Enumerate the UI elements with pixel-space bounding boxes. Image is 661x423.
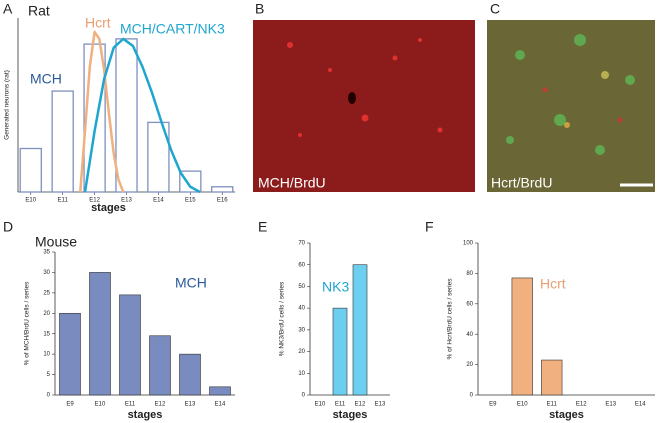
bar bbox=[541, 359, 563, 396]
y-axis-label: % of Hcrt/BrdU cells / series bbox=[447, 278, 454, 360]
y-tick-label: 30 bbox=[43, 270, 50, 276]
y-tick-label: 0 bbox=[47, 393, 51, 399]
bar bbox=[332, 307, 348, 396]
curve bbox=[78, 30, 125, 193]
x-axis-label: stages bbox=[549, 409, 584, 421]
y-tick-label: 60 bbox=[466, 301, 473, 307]
x-tick-label: E14 bbox=[215, 402, 226, 408]
panel-letter: F bbox=[425, 219, 434, 235]
panel-letter: E bbox=[258, 219, 267, 235]
series-label: MCH bbox=[175, 275, 207, 291]
x-tick-label: E11 bbox=[125, 402, 136, 408]
x-tick-label: E10 bbox=[315, 402, 326, 408]
micrograph-b bbox=[253, 20, 475, 192]
y-tick-label: 60 bbox=[298, 262, 305, 268]
x-tick-label: E11 bbox=[58, 198, 69, 204]
bar bbox=[179, 170, 202, 193]
vessel bbox=[348, 92, 356, 104]
y-tick-label: 25 bbox=[43, 290, 50, 296]
y-tick-label: 5 bbox=[47, 372, 51, 378]
y-axis-label: % of MCH/BrdU cells / series bbox=[24, 281, 31, 366]
x-axis-label: stages bbox=[128, 409, 163, 421]
image-caption: Hcrt/BrdU bbox=[491, 175, 552, 191]
y-axis-label: % NK3/BrdU cells / series bbox=[279, 281, 286, 356]
x-tick-label: E10 bbox=[517, 402, 528, 408]
chart-title: Rat bbox=[28, 3, 50, 19]
bar bbox=[179, 353, 201, 396]
x-tick-label: E10 bbox=[95, 402, 106, 408]
y-tick-label: 40 bbox=[466, 332, 473, 338]
x-axis-label: stages bbox=[333, 409, 368, 421]
bar bbox=[59, 312, 81, 396]
panel-letter: C bbox=[490, 1, 500, 17]
x-tick-label: E15 bbox=[185, 198, 196, 204]
y-tick-label: 0 bbox=[470, 393, 474, 399]
series-label: Hcrt bbox=[540, 276, 566, 292]
x-tick-label: E9 bbox=[66, 402, 74, 408]
panel-letter: B bbox=[255, 1, 264, 17]
bar bbox=[209, 386, 231, 396]
image-caption: MCH/BrdU bbox=[258, 175, 326, 191]
y-tick-label: 20 bbox=[466, 362, 473, 368]
bar bbox=[119, 294, 141, 396]
x-tick-label: E12 bbox=[89, 198, 100, 204]
y-tick-label: 70 bbox=[298, 241, 305, 247]
bar bbox=[149, 335, 171, 396]
cells-c bbox=[506, 34, 635, 155]
bar bbox=[211, 186, 234, 193]
series-label: NK3 bbox=[322, 279, 349, 295]
y-tick-label: 20 bbox=[298, 349, 305, 355]
y-tick-label: 100 bbox=[463, 241, 474, 247]
panel-letter: A bbox=[3, 1, 13, 17]
y-tick-label: 40 bbox=[298, 306, 305, 312]
bar bbox=[352, 264, 368, 396]
y-tick-label: 15 bbox=[43, 331, 50, 337]
y-tick-label: 30 bbox=[298, 327, 305, 333]
x-tick-label: E9 bbox=[489, 402, 497, 408]
chart-title: Mouse bbox=[35, 234, 77, 250]
y-tick-label: 10 bbox=[43, 352, 50, 358]
x-tick-label: E14 bbox=[635, 402, 646, 408]
bar bbox=[511, 277, 533, 396]
series-label: MCH/CART/NK3 bbox=[120, 21, 225, 37]
x-axis-label: stages bbox=[91, 202, 126, 214]
y-tick-label: 35 bbox=[43, 250, 50, 256]
series-label: MCH bbox=[30, 71, 62, 87]
y-tick-label: 20 bbox=[43, 311, 50, 317]
x-tick-label: E11 bbox=[547, 402, 558, 408]
bar bbox=[147, 121, 170, 193]
bar bbox=[89, 272, 111, 396]
bar bbox=[115, 38, 138, 193]
bar bbox=[19, 147, 42, 193]
x-tick-label: E10 bbox=[25, 198, 36, 204]
x-tick-label: E12 bbox=[155, 402, 166, 408]
y-tick-label: 50 bbox=[298, 284, 305, 290]
bar bbox=[51, 90, 74, 193]
x-tick-label: E16 bbox=[217, 198, 228, 204]
x-tick-label: E13 bbox=[605, 402, 616, 408]
panel-letter: D bbox=[3, 219, 13, 235]
x-tick-label: E13 bbox=[375, 402, 386, 408]
x-tick-label: E12 bbox=[355, 402, 366, 408]
x-tick-label: E13 bbox=[185, 402, 196, 408]
y-tick-label: 80 bbox=[466, 271, 473, 277]
x-tick-label: E12 bbox=[576, 402, 587, 408]
x-tick-label: E14 bbox=[153, 198, 164, 204]
y-tick-label: 0 bbox=[302, 393, 306, 399]
series-label: Hcrt bbox=[85, 15, 111, 31]
y-tick-label: 10 bbox=[298, 371, 305, 377]
micrograph-c bbox=[487, 20, 655, 192]
curve bbox=[83, 37, 201, 194]
x-tick-label: E11 bbox=[335, 402, 346, 408]
x-tick-label: E13 bbox=[121, 198, 132, 204]
cells-b bbox=[287, 38, 443, 137]
y-axis-label: Generated neurons (rat) bbox=[4, 70, 11, 140]
